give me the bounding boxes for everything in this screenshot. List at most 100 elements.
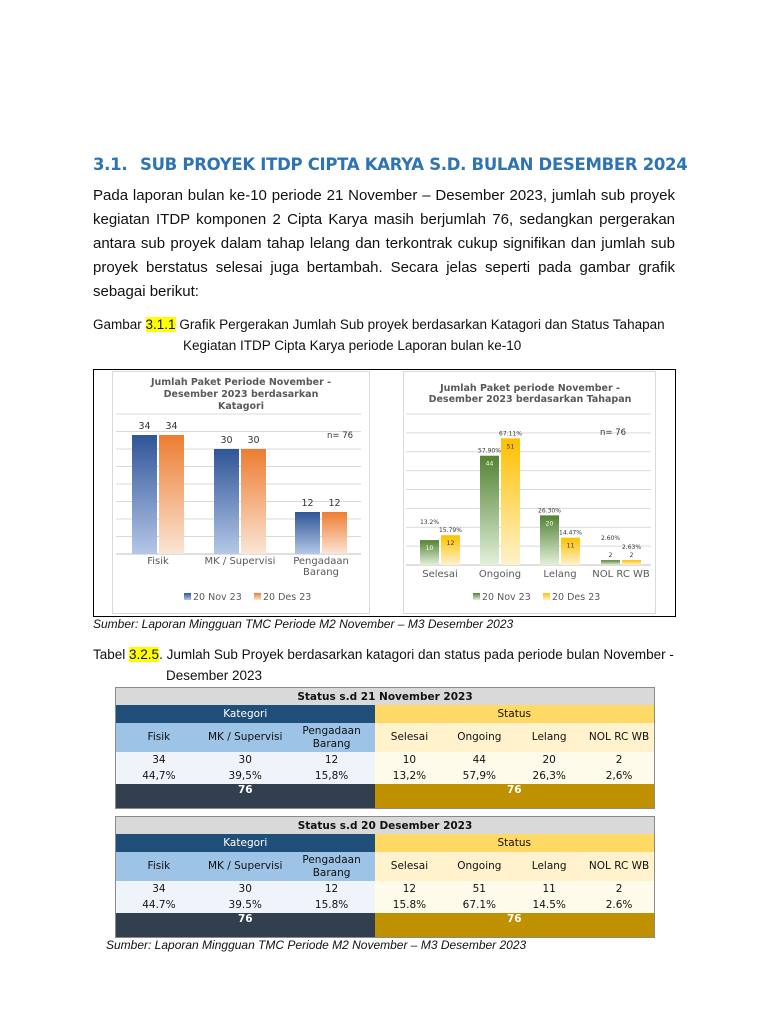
count-cell: 12 xyxy=(288,881,375,897)
table-caption-line1: . Jumlah Sub Proyek berdasarkan katagori… xyxy=(159,647,674,662)
data-label-count: 20 xyxy=(546,520,554,527)
table-source: Sumber: Laporan Mingguan TMC Periode M2 … xyxy=(106,938,527,952)
data-label-percent: 2.63% xyxy=(622,544,641,551)
percent-cell: 44,7% xyxy=(115,768,202,784)
column-header: NOL RC WB xyxy=(584,723,655,752)
chart-title-line: Jumlah Paket Periode November - xyxy=(150,377,331,388)
status-table-desember: Status s.d 20 Desember 2023 Kategori Statu… xyxy=(115,816,655,938)
bar xyxy=(132,435,157,554)
category-label: NOL RC WB xyxy=(592,569,650,580)
percent-cell: 2.6% xyxy=(584,897,655,913)
percent-cell: 57,9% xyxy=(444,768,515,784)
data-label: 34 xyxy=(165,421,177,432)
table-title: Status s.d 20 Desember 2023 xyxy=(115,816,655,834)
chart-tahapan-svg: Jumlah Paket periode November -Desember … xyxy=(406,383,651,603)
count-cell: 30 xyxy=(201,881,289,897)
caption-line2: Kegiatan ITDP Cipta Karya periode Lapora… xyxy=(183,338,522,353)
percent-cell: 15,8% xyxy=(288,768,375,784)
chart-title-line: Desember 2023 berdasarkan Tahapan xyxy=(429,394,632,405)
data-label-count: 11 xyxy=(567,543,575,550)
bar xyxy=(540,515,559,565)
n-annotation: n= 76 xyxy=(327,431,353,441)
data-label-count: 2 xyxy=(609,552,613,559)
count-cell: 51 xyxy=(444,881,515,897)
data-label-percent: 13.2% xyxy=(420,519,439,526)
bar xyxy=(561,537,580,565)
section-heading: 3.1. SUB PROYEK ITDP CIPTA KARYA S.D. BUL… xyxy=(93,154,688,176)
figure-box: Jumlah Paket Periode November - Desember … xyxy=(93,369,676,617)
data-label-percent: 15.79% xyxy=(439,527,462,534)
category-label: Ongoing xyxy=(479,569,521,580)
group-status: Status xyxy=(374,705,655,723)
caption-prefix: Gambar xyxy=(93,317,146,332)
column-header: NOL RC WB xyxy=(584,852,655,881)
legend-swatch xyxy=(473,593,480,600)
legend-label: 20 Nov 23 xyxy=(193,592,242,603)
chart-tahapan: Jumlah Paket periode November - Desember … xyxy=(403,371,656,614)
document-body: 3.1. SUB PROYEK ITDP CIPTA KARYA S.D. BUL… xyxy=(93,154,688,952)
data-label-count: 10 xyxy=(426,545,434,552)
data-label: 34 xyxy=(138,421,150,432)
n-annotation: n= 76 xyxy=(600,428,626,438)
table-caption: Tabel 3.2.5. Jumlah Sub Proyek berdasark… xyxy=(93,644,675,686)
chart-kategori-svg: Jumlah Paket Periode November -Desember … xyxy=(116,377,361,603)
legend-swatch xyxy=(184,593,191,600)
table-title: Status s.d 21 November 2023 xyxy=(115,687,655,705)
category-label: Selesai xyxy=(422,569,458,580)
total-status: 76 xyxy=(374,913,655,938)
total-kategori: 76 xyxy=(115,784,375,809)
category-label: Fisik xyxy=(147,556,169,567)
percent-cell: 15.8% xyxy=(374,897,445,913)
column-header: MK / Supervisi xyxy=(201,852,289,881)
data-label-count: 44 xyxy=(486,461,494,468)
legend-label: 20 Nov 23 xyxy=(482,592,531,603)
bar xyxy=(241,449,266,554)
column-header: Ongoing xyxy=(444,852,515,881)
data-label: 30 xyxy=(220,435,232,446)
tables-container: Status s.d 21 November 2023 Kategori Statu… xyxy=(115,687,655,938)
section-number: 3.1. xyxy=(93,155,128,174)
category-label: Pengadaan xyxy=(293,556,349,567)
data-label-count: 2 xyxy=(630,552,634,559)
percent-cell: 2,6% xyxy=(584,768,655,784)
data-label: 12 xyxy=(301,498,313,509)
data-label-percent: 67.11% xyxy=(499,430,522,437)
count-cell: 30 xyxy=(201,752,289,768)
column-header: Pengadaan Barang xyxy=(288,852,375,881)
percent-cell: 14.5% xyxy=(514,897,585,913)
caption-ref: 3.1.1 xyxy=(145,317,176,332)
table-caption-ref: 3.2.5 xyxy=(129,647,160,662)
percent-cell: 13,2% xyxy=(374,768,445,784)
bar xyxy=(295,512,320,554)
figure-source: Sumber: Laporan Mingguan TMC Periode M2 … xyxy=(93,617,514,631)
count-cell: 12 xyxy=(374,881,445,897)
bar xyxy=(441,535,460,565)
chart-title-line: Desember 2023 berdasarkan xyxy=(164,389,319,400)
percent-cell: 39,5% xyxy=(201,768,289,784)
legend-label: 20 Des 23 xyxy=(263,592,311,603)
data-label-percent: 57.90% xyxy=(478,448,501,455)
data-label: 30 xyxy=(247,435,259,446)
column-header: Pengadaan Barang xyxy=(288,723,375,752)
percent-cell: 44.7% xyxy=(115,897,202,913)
data-label-percent: 2.60% xyxy=(601,535,620,542)
column-header: Ongoing xyxy=(444,723,515,752)
data-label-percent: 26.30% xyxy=(538,507,561,514)
bar xyxy=(480,455,499,565)
chart-kategori: Jumlah Paket Periode November - Desember … xyxy=(112,371,370,614)
bar xyxy=(501,438,520,565)
column-header: MK / Supervisi xyxy=(201,723,289,752)
count-cell: 20 xyxy=(514,752,585,768)
count-cell: 12 xyxy=(288,752,375,768)
column-header: Selesai xyxy=(374,852,445,881)
count-cell: 34 xyxy=(115,752,202,768)
table-caption-prefix: Tabel xyxy=(93,647,130,662)
column-header: Lelang xyxy=(514,852,585,881)
count-cell: 2 xyxy=(584,752,655,768)
data-label-percent: 14.47% xyxy=(559,530,582,537)
group-kategori: Kategori xyxy=(115,705,375,723)
data-label: 12 xyxy=(328,498,340,509)
column-header: Fisik xyxy=(115,723,202,752)
table-caption-line2: Desember 2023 xyxy=(166,668,263,683)
bar xyxy=(420,540,439,565)
